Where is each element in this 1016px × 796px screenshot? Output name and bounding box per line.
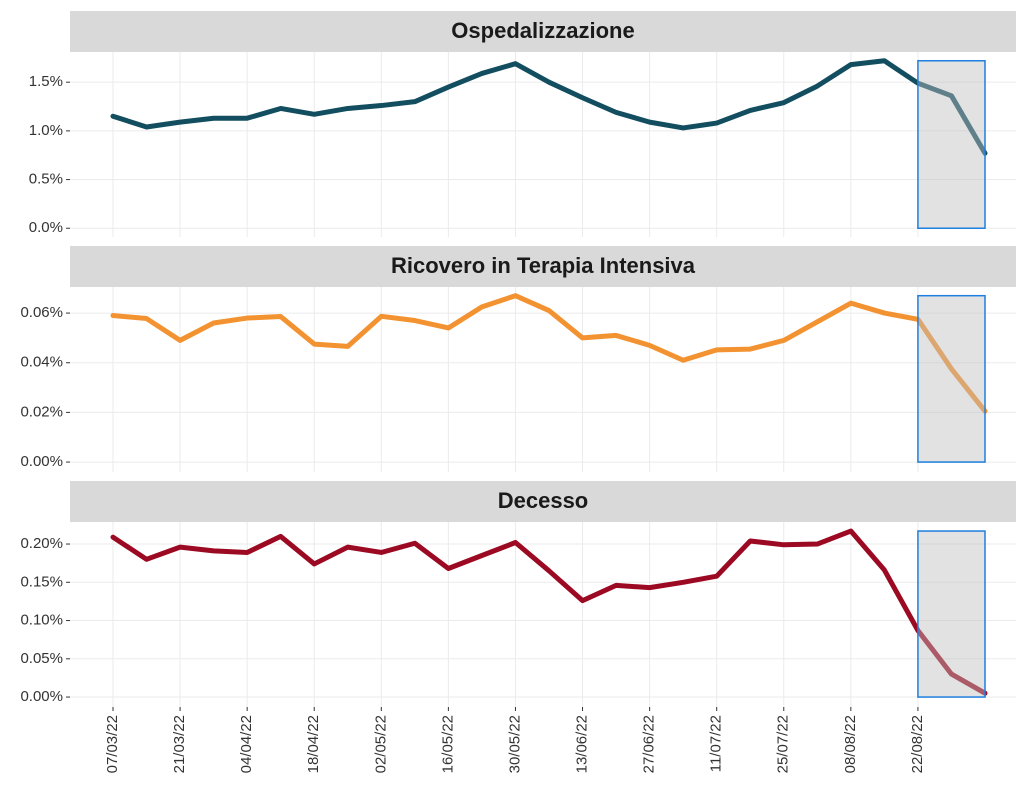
line (110, 293, 988, 414)
y-tick-label: 0.15% (20, 573, 63, 590)
y-tick-label: 0.02% (20, 403, 63, 420)
x-tick-label: 21/03/22 (171, 715, 188, 773)
x-tick-label: 27/06/22 (641, 715, 658, 773)
x-tick-label: 11/07/22 (708, 715, 725, 772)
x-tick-label: 30/05/22 (506, 715, 523, 773)
y-tick-label: 0.06% (20, 304, 63, 321)
y-tick-label: 0.00% (20, 688, 63, 705)
panel-title: Ricovero in Terapia Intensiva (391, 253, 696, 278)
x-tick-label: 22/08/22 (909, 715, 926, 773)
highlight-box (917, 530, 986, 698)
highlight-box (917, 60, 986, 229)
y-tick-label: 0.10% (20, 612, 63, 629)
y-tick-label: 1.5% (29, 73, 63, 90)
line (110, 528, 988, 696)
strip (70, 246, 1016, 287)
strip (70, 11, 1016, 52)
y-tick-label: 0.20% (20, 535, 63, 552)
panel-title: Decesso (498, 488, 589, 513)
y-tick-label: 0.5% (29, 171, 63, 188)
y-tick-label: 0.0% (29, 219, 63, 236)
x-tick-label: 16/05/22 (439, 715, 456, 773)
panel-title: Ospedalizzazione (451, 18, 634, 43)
x-tick-label: 04/04/22 (238, 715, 255, 773)
x-tick-label: 08/08/22 (842, 715, 859, 773)
x-tick-label: 25/07/22 (775, 715, 792, 773)
x-tick-label: 13/06/22 (574, 715, 591, 773)
y-tick-label: 0.05% (20, 650, 63, 667)
y-tick-label: 1.0% (29, 122, 63, 139)
y-tick-label: 0.04% (20, 354, 63, 371)
x-tick-label: 07/03/22 (104, 715, 121, 773)
x-tick-label: 18/04/22 (305, 715, 322, 773)
line (110, 58, 988, 156)
x-tick-label: 02/05/22 (372, 715, 389, 773)
strip (70, 481, 1016, 522)
y-tick-label: 0.00% (20, 453, 63, 470)
highlight-box (917, 294, 986, 463)
